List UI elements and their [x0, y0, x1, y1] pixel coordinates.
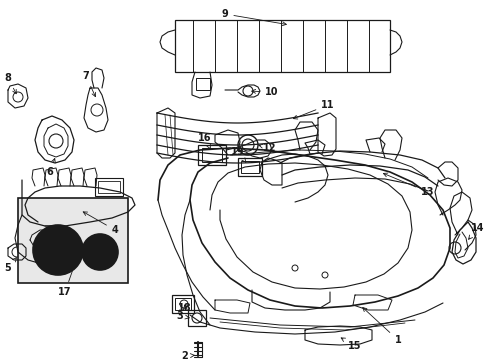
Text: 17: 17 [58, 258, 77, 297]
Text: 10: 10 [251, 87, 278, 97]
Circle shape [82, 234, 118, 270]
Circle shape [33, 225, 83, 275]
Text: 13: 13 [383, 173, 434, 197]
Bar [187, 310, 205, 326]
Bar [202, 148, 222, 162]
Text: 8: 8 [4, 73, 16, 94]
Bar [18, 198, 128, 283]
Text: 7: 7 [82, 71, 96, 96]
Text: 18: 18 [178, 303, 191, 313]
Text: 3: 3 [176, 311, 189, 321]
Bar [98, 181, 120, 193]
Text: 16: 16 [198, 133, 211, 149]
Text: 4: 4 [83, 212, 118, 235]
Text: 1: 1 [362, 307, 401, 345]
Bar [198, 145, 225, 165]
Text: 11: 11 [293, 100, 334, 119]
Bar [238, 158, 262, 176]
Text: 14: 14 [468, 223, 484, 239]
Text: 12: 12 [258, 143, 276, 153]
Text: 6: 6 [46, 158, 55, 177]
Text: 5: 5 [4, 258, 17, 273]
Bar [95, 178, 123, 196]
Bar [241, 161, 259, 173]
Bar [175, 20, 389, 72]
Text: 19: 19 [231, 147, 245, 162]
Bar [172, 295, 194, 313]
Text: 15: 15 [341, 338, 361, 351]
Text: 9: 9 [221, 9, 286, 26]
Bar [196, 78, 209, 90]
Bar [175, 298, 191, 310]
Text: 2: 2 [181, 351, 194, 360]
